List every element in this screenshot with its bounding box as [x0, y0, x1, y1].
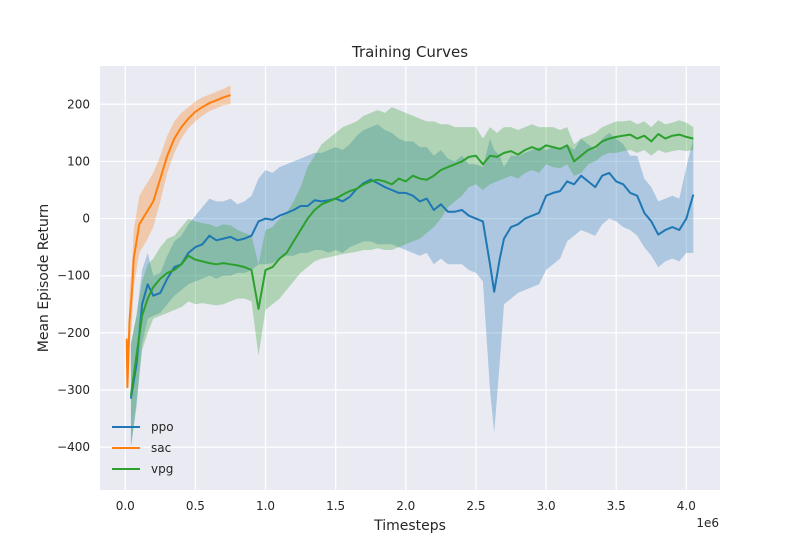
y-tick-label: 100	[67, 154, 90, 168]
vpg-series-line	[129, 133, 694, 396]
legend: ppo sac vpg	[112, 420, 174, 476]
series-lines	[125, 94, 695, 399]
ppo-legend-label: ppo	[151, 420, 174, 434]
y-tick-labels: −400 −300 −200 −100 0 100 200	[57, 97, 90, 454]
x-tick-label: 1.0	[256, 499, 275, 513]
ppo-series-line	[129, 171, 695, 399]
sac-series-line	[125, 94, 231, 389]
x-tick-label: 3.0	[537, 499, 556, 513]
x-tick-label: 2.0	[396, 499, 415, 513]
sac-confidence-band	[126, 85, 231, 391]
x-tick-label: 4.0	[677, 499, 696, 513]
x-tick-label: 1.5	[326, 499, 345, 513]
chart-title: Training Curves	[351, 43, 468, 61]
y-tick-label: −300	[57, 383, 90, 397]
y-axis-label: Mean Episode Return	[36, 204, 52, 352]
y-tick-label: 200	[67, 97, 90, 111]
ppo-confidence-band	[130, 124, 694, 448]
y-tick-label: −400	[57, 440, 90, 454]
vpg-legend-label: vpg	[151, 462, 173, 476]
x-tick-label: 3.5	[607, 499, 626, 513]
y-tick-label: −200	[57, 326, 90, 340]
y-tick-label: 0	[82, 212, 90, 226]
x-axis-multiplier: 1e6	[696, 516, 719, 530]
x-tick-label: 0.5	[186, 499, 205, 513]
grid-lines	[100, 66, 720, 490]
x-axis-label: Timesteps	[373, 518, 446, 534]
y-tick-label: −100	[57, 269, 90, 283]
x-tick-label: 0.0	[116, 499, 135, 513]
x-tick-label: 2.5	[466, 499, 485, 513]
x-tick-labels: 0.0 0.5 1.0 1.5 2.0 2.5 3.0 3.5 4.0	[116, 499, 696, 513]
sac-legend-label: sac	[151, 441, 171, 455]
